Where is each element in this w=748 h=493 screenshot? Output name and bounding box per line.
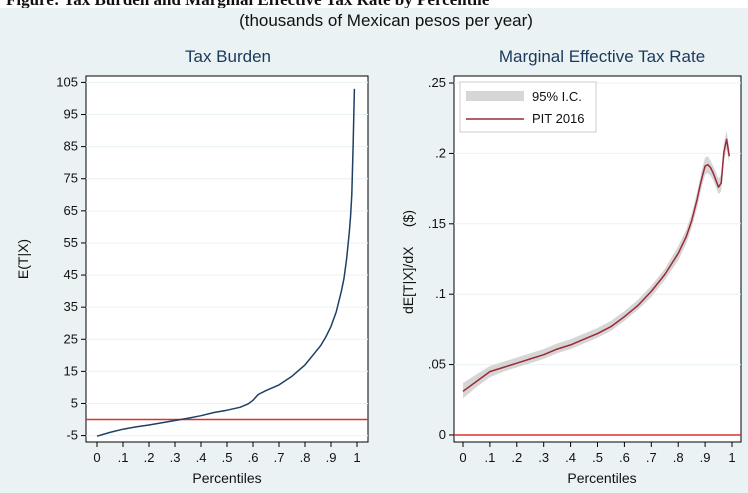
legend-box (459, 81, 597, 133)
x-tick-label: .1 (118, 450, 129, 465)
x-tick-label: .9 (326, 450, 337, 465)
x-tick-label: 1 (353, 450, 360, 465)
y-tick-label: 25 (64, 331, 78, 346)
x-tick-label: .5 (222, 450, 233, 465)
y-tick-label: .1 (435, 286, 446, 301)
y-tick-label: 5 (71, 395, 78, 410)
y-tick-label: .05 (428, 357, 446, 372)
y-tick-label: 15 (64, 363, 78, 378)
legend-band-label: 95% I.C. (532, 89, 582, 104)
y-tick-label: .25 (428, 75, 446, 90)
figure-subtitle: (thousands of Mexican pesos per year) (239, 11, 533, 30)
series-line (462, 138, 731, 392)
x-tick-label: .8 (300, 450, 311, 465)
x-tick-label: .3 (170, 450, 181, 465)
figure-heading-fragment: Figure: Tax Burden and Marginal Effectiv… (6, 0, 489, 8)
y-tick-label: .15 (428, 216, 446, 231)
x-tick-label: 0 (459, 450, 466, 465)
x-tick-label: 0 (93, 450, 100, 465)
tax-burden-y-ticks: -5 5 15 25 35 45 55 65 75 85 95 105 (56, 74, 86, 443)
y-tick-label: 45 (64, 267, 78, 282)
marginal-rate-series (462, 138, 731, 392)
x-tick-label: .1 (484, 450, 495, 465)
x-tick-label: .6 (619, 450, 630, 465)
x-tick-label: .8 (673, 450, 684, 465)
marginal-rate-y-label: dE[T|X]/dX ($) (400, 210, 416, 314)
x-tick-label: .3 (538, 450, 549, 465)
series-line (96, 88, 356, 437)
x-tick-label: .4 (565, 450, 576, 465)
y-tick-label: 65 (64, 203, 78, 218)
y-tick-label: 105 (56, 74, 78, 89)
marginal-rate-plot-area (453, 75, 742, 443)
x-tick-label: .7 (646, 450, 657, 465)
tax-burden-panel: Tax Burden 0 .1 .2 .3 .4 .5 .6 .7 .8 .9 1 -5 5 15 25 3… (15, 47, 369, 486)
y-tick-label: 0 (439, 427, 446, 442)
x-tick-label: .6 (248, 450, 259, 465)
y-tick-label: 75 (64, 171, 78, 186)
x-tick-label: .5 (592, 450, 603, 465)
marginal-rate-x-ticks: 0 .1 .2 .3 .4 .5 .6 .7 .8 .9 1 (459, 442, 736, 465)
tax-burden-y-label: E(T|X) (15, 239, 31, 279)
tax-burden-grid (86, 81, 368, 437)
cut-off-figure-heading: Figure: Tax Burden and Marginal Effectiv… (0, 0, 748, 8)
marginal-rate-panel: Marginal Effective Tax Rate 0 .1 .2 .3 .4 .5.… (400, 47, 742, 486)
x-tick-label: .2 (144, 450, 155, 465)
y-tick-label: -5 (66, 428, 78, 443)
x-tick-label: .7 (274, 450, 285, 465)
y-tick-label: .2 (435, 145, 446, 160)
x-tick-label: .9 (700, 450, 711, 465)
marginal-rate-x-label: Percentiles (567, 470, 636, 486)
x-tick-label: .2 (511, 450, 522, 465)
x-tick-label: 1 (728, 450, 735, 465)
y-tick-label: 85 (64, 139, 78, 154)
marginal-rate-y-ticks: 0 .05 .1 .15 .2 .25 (428, 75, 454, 442)
tax-burden-plot-area (85, 75, 369, 443)
legend-band-swatch (466, 91, 524, 101)
tax-burden-x-ticks: 0 .1 .2 .3 .4 .5 .6 .7 .8 .9 1 (93, 442, 361, 465)
marginal-rate-legend: 95% I.C. PIT 2016 (459, 81, 597, 133)
legend-line-label: PIT 2016 (532, 111, 585, 126)
y-tick-label: 35 (64, 299, 78, 314)
marginal-rate-title: Marginal Effective Tax Rate (499, 47, 705, 66)
tax-burden-series (96, 88, 356, 437)
y-tick-label: 95 (64, 107, 78, 122)
y-tick-label: 55 (64, 235, 78, 250)
x-tick-label: .4 (196, 450, 207, 465)
tax-burden-title: Tax Burden (185, 47, 271, 66)
tax-burden-x-label: Percentiles (192, 470, 261, 486)
